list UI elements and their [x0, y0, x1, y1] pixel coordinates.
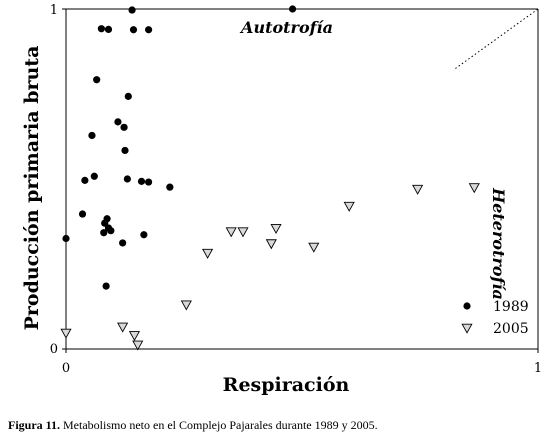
y-axis-label: Producción primaria bruta	[21, 46, 43, 331]
point-2005	[237, 227, 249, 238]
legend-label-1989: 1989	[493, 299, 529, 315]
point-2005	[132, 340, 144, 351]
point-2005	[412, 184, 424, 195]
point-1989	[129, 26, 138, 34]
point-1989	[124, 92, 132, 100]
point-1989	[123, 175, 131, 183]
reference-line	[455, 8, 539, 69]
point-2005	[468, 183, 480, 194]
point-2005	[308, 242, 320, 253]
reference-line-segment	[455, 8, 539, 69]
point-1989	[145, 178, 153, 186]
point-1989	[128, 6, 136, 14]
point-2005	[60, 328, 72, 339]
point-1989	[119, 239, 127, 247]
point-1989	[62, 234, 70, 243]
point-1989	[120, 123, 128, 131]
point-2005	[202, 248, 214, 259]
point-1989	[140, 231, 148, 239]
legend-marker-1989	[463, 302, 471, 310]
point-2005	[180, 300, 192, 311]
point-2005	[117, 322, 129, 333]
point-1989	[97, 25, 105, 33]
point-1989	[88, 131, 96, 140]
point-1989	[78, 210, 87, 218]
legend-label-2005: 2005	[493, 321, 529, 337]
point-1989	[103, 215, 111, 223]
point-1989	[145, 26, 153, 34]
annotation-autotrofia: Autotrofía	[239, 18, 333, 37]
legend-marker-2005	[461, 323, 473, 334]
point-2005	[225, 227, 237, 238]
annotation-heterotrofia: Heterotrofía	[489, 187, 508, 300]
point-1989	[104, 25, 113, 33]
y-tick-label: 1	[50, 3, 58, 18]
figure-caption: Figura 11. Metabolismo neto en el Comple…	[8, 418, 378, 433]
axes: 0 1 0 1	[50, 3, 542, 376]
figure-caption-label: Figura 11.	[8, 418, 61, 432]
point-1989	[81, 176, 89, 184]
point-1989	[121, 146, 129, 155]
point-1989	[137, 177, 146, 185]
point-2005	[343, 201, 355, 212]
point-1989	[93, 76, 101, 84]
data-marks	[60, 5, 480, 351]
point-1989	[100, 229, 108, 237]
y-tick-label: 0	[50, 342, 58, 357]
x-tick-label: 1	[534, 361, 542, 376]
point-1989	[90, 172, 98, 180]
point-2005	[270, 224, 282, 235]
point-1989	[107, 227, 115, 235]
figure-caption-text: Metabolismo neto en el Complejo Pajarale…	[63, 418, 378, 432]
point-1989	[166, 183, 174, 191]
legend: 1989 2005	[461, 299, 529, 337]
point-1989	[114, 118, 122, 126]
point-1989	[102, 282, 110, 290]
point-2005	[265, 239, 277, 250]
x-tick-label: 0	[62, 361, 70, 376]
point-2005	[128, 331, 141, 342]
x-axis-label: Respiración	[223, 374, 350, 396]
point-1989	[288, 5, 297, 13]
scatter-chart: 0 1 0 1 Autotrofía Heterotrofía Respiración…	[21, 3, 542, 396]
